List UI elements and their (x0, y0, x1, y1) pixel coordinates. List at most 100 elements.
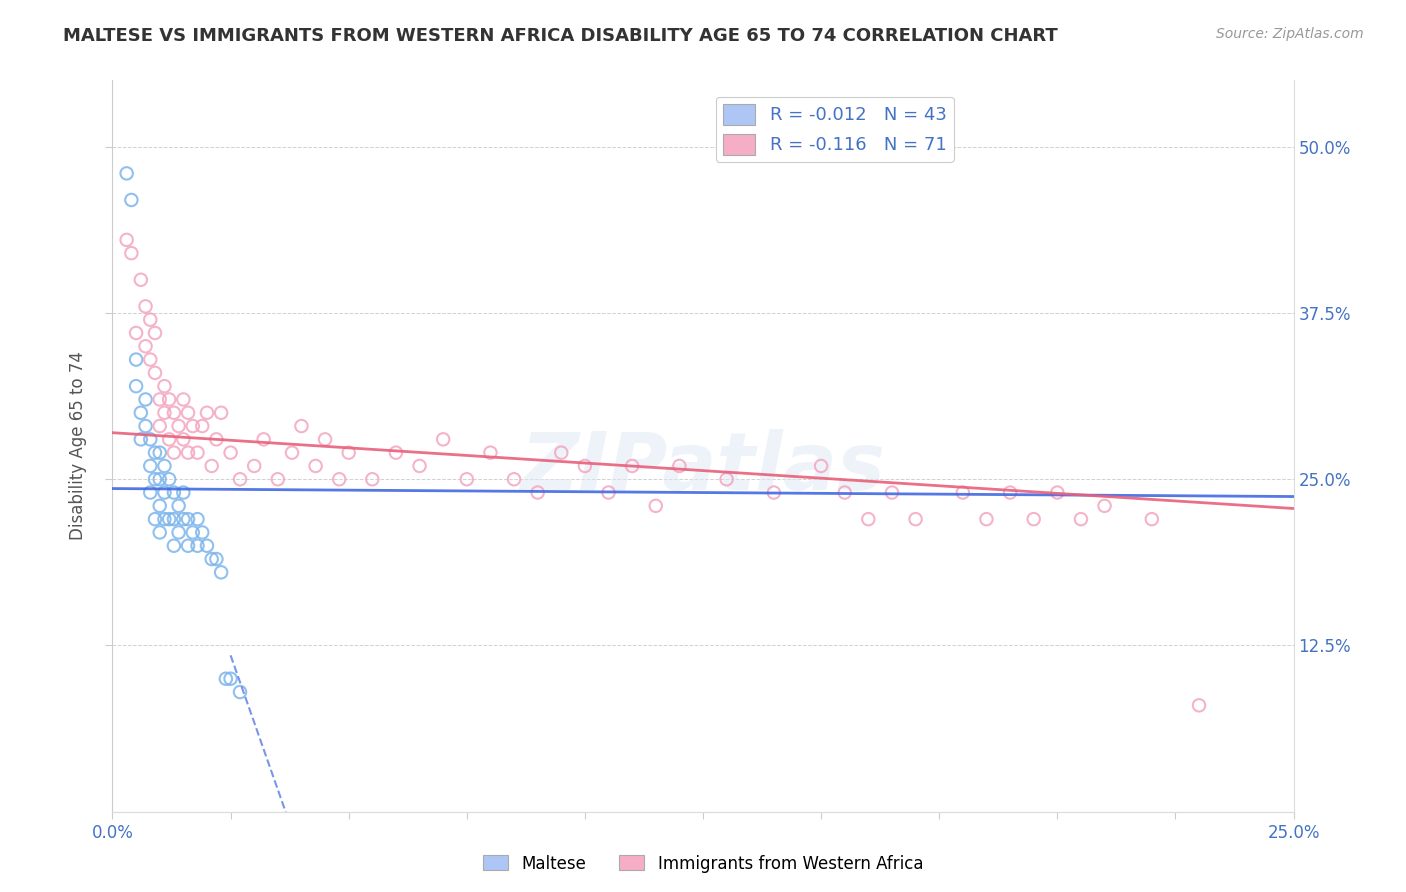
Point (191, 525, 214, 540)
Point (1188, 698, 1211, 713)
Point (163, 485, 186, 500)
Point (139, 485, 162, 500)
Point (129, 273, 152, 287)
Point (172, 433, 194, 447)
Point (143, 445, 166, 459)
Point (328, 472, 350, 486)
Point (456, 472, 478, 486)
Point (952, 485, 974, 500)
Point (810, 458, 832, 473)
Point (526, 485, 548, 500)
Point (432, 433, 454, 447)
Point (209, 406, 232, 420)
Point (153, 379, 176, 393)
Point (503, 472, 526, 486)
Point (157, 512, 180, 526)
Point (172, 485, 194, 500)
Point (219, 445, 242, 459)
Point (177, 512, 200, 526)
Point (149, 525, 172, 540)
Text: Source: ZipAtlas.com: Source: ZipAtlas.com (1216, 27, 1364, 41)
Legend: Maltese, Immigrants from Western Africa: Maltese, Immigrants from Western Africa (477, 848, 929, 880)
Point (998, 485, 1021, 500)
Point (361, 472, 384, 486)
Point (1140, 512, 1163, 526)
Point (129, 433, 152, 447)
Point (186, 512, 208, 526)
Point (574, 458, 596, 473)
Point (215, 672, 238, 686)
Point (762, 485, 785, 500)
Point (135, 339, 157, 353)
Point (157, 392, 180, 407)
Legend: R = -0.012   N = 43, R = -0.116   N = 71: R = -0.012 N = 43, R = -0.116 N = 71 (716, 96, 953, 161)
Point (129, 406, 152, 420)
Point (550, 445, 572, 459)
Point (120, 246, 142, 260)
Point (125, 326, 148, 340)
Point (163, 445, 186, 459)
Point (139, 433, 162, 447)
Point (209, 566, 232, 580)
Point (139, 352, 162, 367)
Point (157, 472, 180, 486)
Point (143, 512, 166, 526)
Point (181, 419, 204, 434)
Point (167, 499, 190, 513)
Point (163, 512, 186, 526)
Point (115, 166, 138, 180)
Point (243, 458, 266, 473)
Point (1070, 512, 1092, 526)
Point (253, 433, 276, 447)
Point (904, 512, 927, 526)
Point (290, 419, 312, 434)
Point (644, 499, 666, 513)
Point (205, 433, 228, 447)
Point (1046, 485, 1069, 500)
Point (834, 485, 856, 500)
Point (153, 458, 176, 473)
Point (139, 312, 162, 326)
Point (668, 458, 690, 473)
Point (157, 433, 180, 447)
Point (163, 406, 186, 420)
Point (186, 539, 208, 553)
Point (163, 539, 186, 553)
Point (120, 193, 142, 207)
Point (880, 485, 903, 500)
Point (195, 539, 218, 553)
Point (858, 512, 880, 526)
Point (177, 445, 200, 459)
Point (976, 512, 998, 526)
Point (177, 539, 200, 553)
Point (153, 485, 176, 500)
Text: ZIPatlas: ZIPatlas (520, 429, 886, 507)
Point (135, 419, 157, 434)
Point (219, 672, 242, 686)
Point (115, 233, 138, 247)
Y-axis label: Disability Age 65 to 74: Disability Age 65 to 74 (69, 351, 87, 541)
Point (205, 552, 228, 566)
Point (139, 458, 162, 473)
Point (229, 685, 252, 699)
Point (125, 379, 148, 393)
Point (281, 445, 304, 459)
Point (201, 458, 224, 473)
Point (167, 525, 190, 540)
Point (598, 485, 620, 500)
Point (314, 433, 336, 447)
Point (385, 445, 408, 459)
Point (135, 392, 157, 407)
Point (201, 552, 224, 566)
Point (1094, 499, 1116, 513)
Point (1022, 512, 1045, 526)
Point (149, 472, 172, 486)
Point (267, 472, 290, 486)
Point (186, 445, 208, 459)
Point (149, 419, 172, 434)
Point (337, 445, 360, 459)
Point (195, 406, 218, 420)
Point (167, 419, 190, 434)
Point (172, 512, 194, 526)
Point (229, 472, 252, 486)
